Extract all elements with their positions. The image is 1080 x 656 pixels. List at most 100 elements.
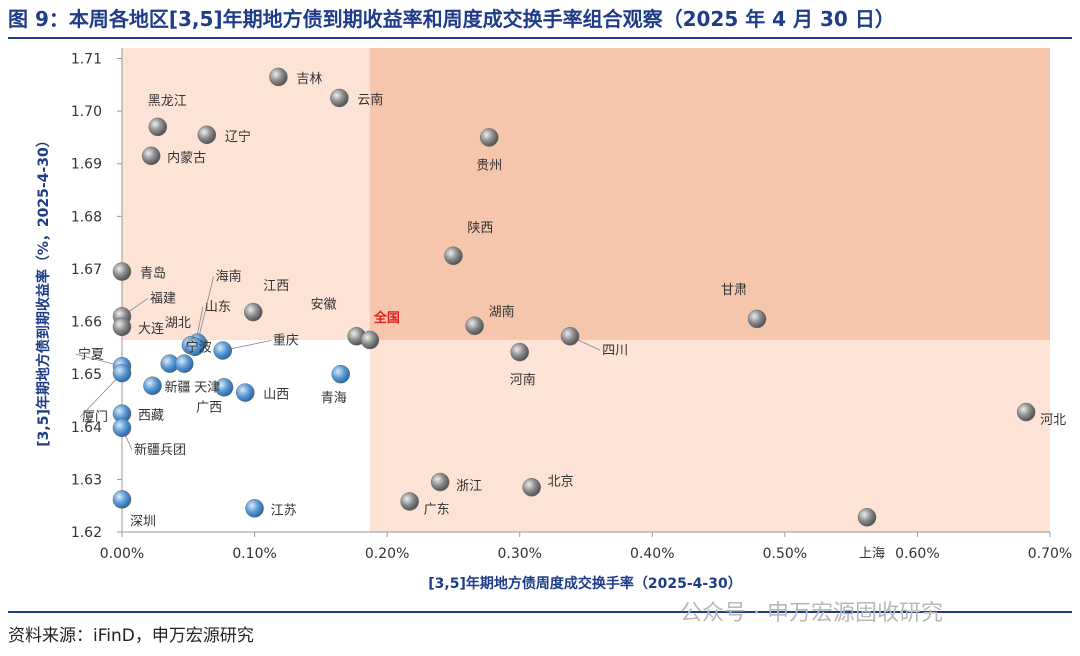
- y-axis-title: [3,5]年期地方债到期收益率（%，2025-4-30）: [35, 133, 52, 446]
- x-tick-label: 0.40%: [630, 546, 674, 562]
- data-point: [560, 327, 580, 346]
- y-tick-label: 1.69: [71, 157, 102, 173]
- y-tick-label: 1.63: [71, 472, 102, 488]
- y-tick-label: 1.62: [71, 525, 102, 541]
- data-label: 黑龙江: [148, 94, 187, 109]
- data-point: [444, 246, 463, 266]
- y-tick-label: 1.67: [71, 262, 102, 278]
- quadrant-high-yield-low-turnover: [122, 48, 370, 340]
- data-point: [465, 316, 484, 336]
- data-point: [243, 302, 263, 322]
- data-label: 青海: [321, 391, 347, 406]
- data-point: [148, 117, 168, 137]
- data-label: 新疆兵团: [134, 442, 186, 458]
- reference-point: [360, 330, 380, 350]
- data-point: [400, 492, 419, 511]
- data-label: 江西: [263, 279, 289, 294]
- data-label: 辽宁: [225, 129, 251, 145]
- data-points: [112, 67, 1036, 527]
- watermark: 公众号 · 申万宏源固收研究: [680, 601, 943, 626]
- data-label: 河南: [510, 372, 536, 388]
- data-point: [197, 125, 217, 145]
- data-point: [245, 499, 264, 518]
- y-tick-label: 1.64: [71, 420, 102, 436]
- data-point: [175, 354, 194, 373]
- reference-label: 全国: [373, 310, 400, 326]
- source-note: 资料来源：iFinD，申万宏源研究: [8, 626, 254, 646]
- x-axis-title: [3,5]年期地方债周度成交换手率（2025-4-30）: [428, 575, 741, 592]
- data-point: [141, 146, 161, 166]
- data-point: [112, 490, 132, 509]
- y-tick-label: 1.70: [71, 104, 102, 120]
- data-point: [143, 376, 162, 395]
- data-label: 海南: [216, 269, 242, 285]
- data-point: [522, 478, 541, 497]
- data-point: [269, 67, 288, 87]
- data-point: [857, 508, 877, 527]
- data-label: 甘肃: [721, 283, 747, 298]
- data-point: [214, 378, 234, 397]
- data-label: 四川: [602, 343, 628, 358]
- data-point: [510, 342, 529, 362]
- y-tick-label: 1.68: [71, 209, 102, 225]
- data-label: 江苏: [271, 502, 297, 518]
- leader-line: [197, 276, 214, 343]
- data-label: 天津: [194, 381, 220, 396]
- data-point: [112, 317, 132, 337]
- data-label: 安徽: [311, 297, 337, 312]
- data-label: 新疆: [164, 380, 190, 396]
- data-label: 云南: [357, 92, 383, 108]
- quadrant-backgrounds: [122, 48, 1050, 532]
- data-label: 宁波: [186, 340, 212, 356]
- data-label: 上海: [859, 546, 885, 561]
- data-point: [747, 309, 767, 329]
- data-label: 贵州: [476, 158, 502, 173]
- x-tick-label: 0.20%: [365, 546, 409, 562]
- data-label: 浙江: [456, 479, 482, 494]
- data-point: [331, 364, 350, 384]
- data-point: [1016, 402, 1036, 422]
- data-label: 陕西: [467, 221, 493, 236]
- data-label: 吉林: [296, 72, 322, 87]
- data-label: 西藏: [138, 409, 164, 424]
- x-tick-label: 0.00%: [100, 546, 144, 562]
- y-tick-label: 1.65: [71, 367, 102, 383]
- data-label: 福建: [150, 291, 176, 306]
- data-point: [479, 128, 499, 147]
- data-point: [112, 363, 132, 383]
- data-point: [213, 341, 233, 360]
- x-tick-label: 0.30%: [497, 546, 541, 562]
- data-point: [236, 383, 255, 402]
- data-label: 广西: [196, 400, 222, 415]
- data-point: [430, 472, 450, 492]
- leader-line: [79, 372, 123, 418]
- data-label: 宁夏: [78, 346, 104, 362]
- data-label: 北京: [548, 474, 574, 489]
- data-label: 山西: [263, 388, 289, 403]
- data-label: 重庆: [273, 333, 299, 349]
- data-label: 湖南: [489, 304, 515, 320]
- data-label: 内蒙古: [167, 150, 206, 166]
- quadrant-high-yield-high-turnover: [369, 48, 1050, 340]
- x-tick-label: 0.10%: [232, 546, 276, 562]
- quadrant-low-yield-high-turnover: [369, 339, 1050, 532]
- y-tick-label: 1.66: [71, 315, 102, 331]
- y-tick-label: 1.71: [71, 52, 102, 68]
- data-label: 厦门: [82, 410, 108, 425]
- data-point: [112, 262, 132, 281]
- x-tick-label: 0.50%: [763, 546, 807, 562]
- data-label: 广东: [424, 502, 450, 517]
- data-point: [185, 337, 205, 357]
- x-tick-label: 0.70%: [1028, 546, 1072, 562]
- data-label: 大连: [138, 321, 164, 337]
- data-label: 青岛: [140, 266, 166, 282]
- data-label: 湖北: [165, 316, 191, 331]
- figure-title: 图 9：本周各地区[3,5]年期地方债到期收益率和周度成交换手率组合观察（202…: [8, 7, 895, 31]
- data-point: [112, 418, 132, 438]
- data-label: 河北: [1040, 413, 1066, 428]
- data-label: 深圳: [130, 514, 156, 529]
- x-tick-label: 0.60%: [895, 546, 939, 562]
- data-label: 山东: [205, 300, 231, 315]
- axes: 1.62 1.63 1.64 1.65 1.66 1.67 1.68 1.69 1.70 1.71…: [71, 48, 1072, 562]
